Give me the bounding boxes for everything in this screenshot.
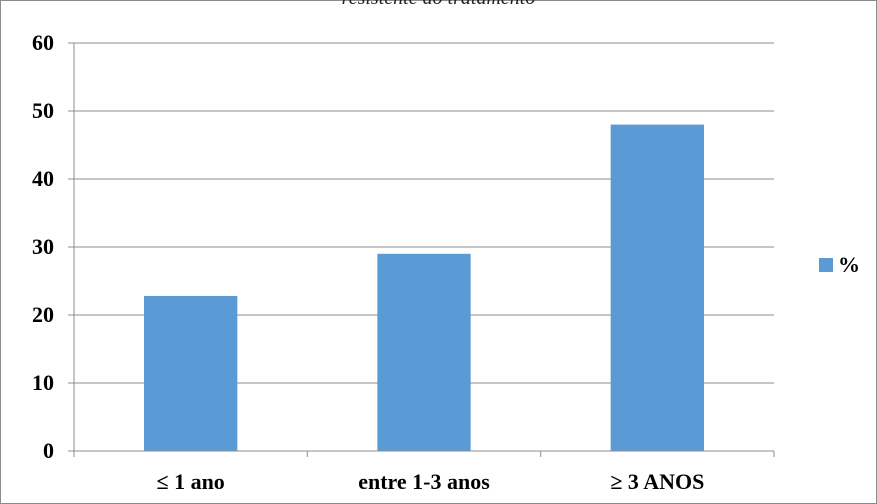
x-axis-labels: ≤ 1 ano entre 1-3 anos ≥ 3 ANOS xyxy=(73,451,775,494)
legend: % xyxy=(819,252,860,277)
bar-2 xyxy=(377,253,471,451)
y-tick-label-40: 40 xyxy=(32,166,54,191)
bars xyxy=(144,124,704,451)
y-tick-label-10: 10 xyxy=(32,370,54,395)
x-category-label-3: ≥ 3 ANOS xyxy=(610,469,704,494)
x-category-label-1: ≤ 1 ano xyxy=(157,469,225,494)
legend-label-pct: % xyxy=(838,252,860,277)
y-tick-label-50: 50 xyxy=(32,98,54,123)
chart-title: resistente ao tratamento xyxy=(1,0,876,10)
y-tick-label-0: 0 xyxy=(43,438,54,463)
y-tick-label-60: 60 xyxy=(32,30,54,55)
bar-1 xyxy=(144,295,238,451)
y-tick-label-30: 30 xyxy=(32,234,54,259)
y-axis-ticks: 0 10 20 30 40 50 60 xyxy=(32,30,74,463)
legend-swatch xyxy=(819,258,833,272)
bar-3 xyxy=(610,124,704,451)
x-category-label-2: entre 1-3 anos xyxy=(358,469,490,494)
y-tick-label-20: 20 xyxy=(32,302,54,327)
